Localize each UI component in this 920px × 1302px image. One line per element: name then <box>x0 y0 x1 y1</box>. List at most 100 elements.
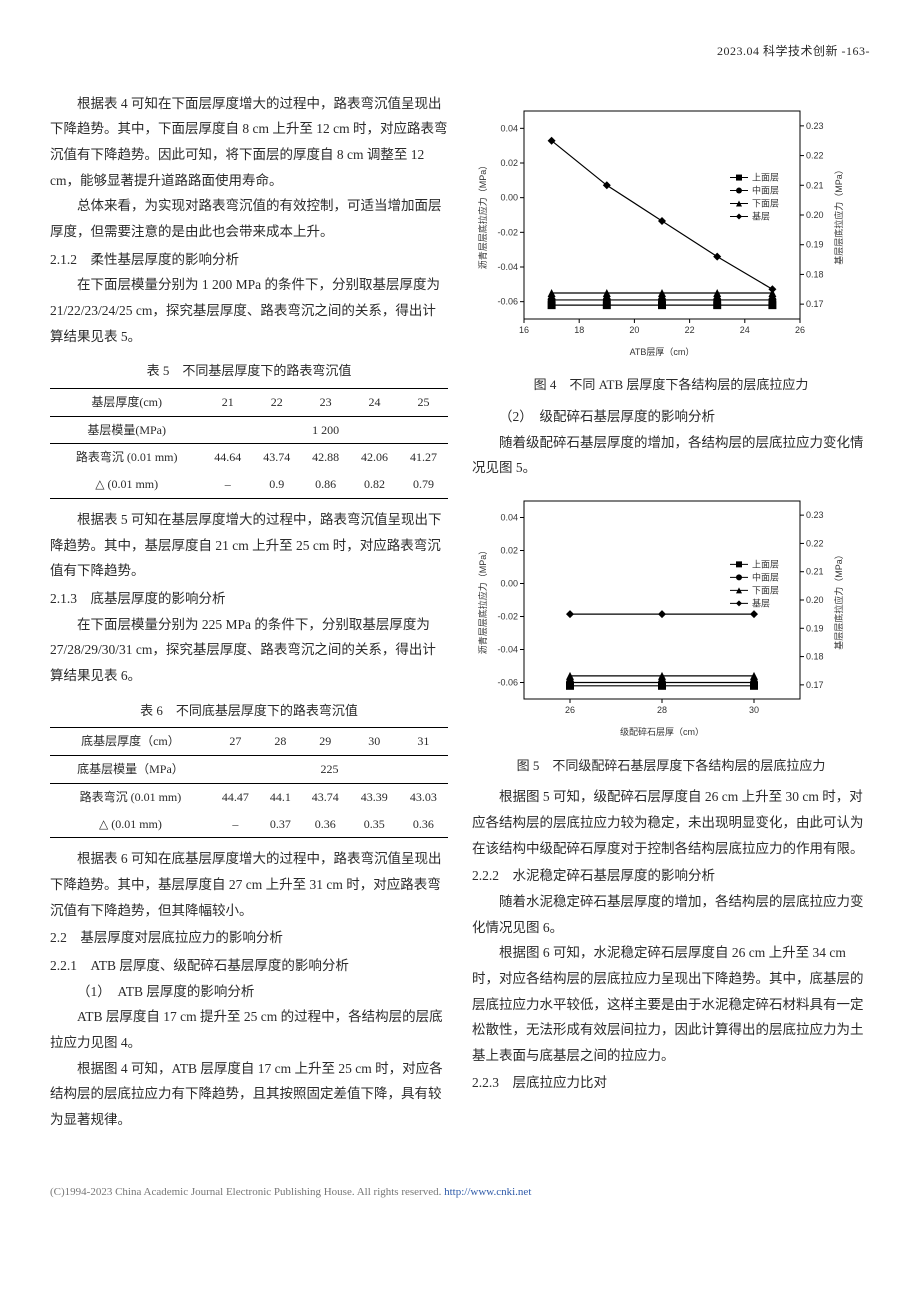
svg-text:0.19: 0.19 <box>806 623 824 633</box>
cell: – <box>211 811 260 838</box>
list-item-1: （1） ATB 层厚度的影响分析 <box>50 979 448 1005</box>
para: 随着级配碎石基层厚度的增加，各结构层的层底拉应力变化情况见图 5。 <box>472 430 870 481</box>
cell: 31 <box>399 728 448 756</box>
cell: 24 <box>350 388 399 416</box>
svg-text:0.18: 0.18 <box>806 652 824 662</box>
svg-text:沥青层层底拉应力（MPa）: 沥青层层底拉应力（MPa） <box>477 546 488 655</box>
para: 随着水泥稳定碎石基层厚度的增加，各结构层的层底拉应力变化情况见图 6。 <box>472 889 870 940</box>
figure5: 262830-0.06-0.04-0.020.000.020.040.170.1… <box>472 491 870 750</box>
cell: 基层模量(MPa) <box>50 416 203 444</box>
svg-text:0.17: 0.17 <box>806 299 824 309</box>
cell: 30 <box>350 728 399 756</box>
cell: 0.86 <box>301 471 350 498</box>
cell: 25 <box>399 388 448 416</box>
svg-text:基层: 基层 <box>752 597 770 608</box>
list-item-2: （2） 级配碎石基层厚度的影响分析 <box>472 404 870 430</box>
svg-text:30: 30 <box>749 705 759 715</box>
svg-text:下面层: 下面层 <box>752 585 779 595</box>
svg-text:-0.04: -0.04 <box>497 262 518 272</box>
svg-text:下面层: 下面层 <box>752 198 779 208</box>
cell: 23 <box>301 388 350 416</box>
cell: 基层厚度(cm) <box>50 388 203 416</box>
para: 根据表 5 可知在基层厚度增大的过程中，路表弯沉值呈现出下降趋势。其中，基层厚度… <box>50 507 448 584</box>
chart5-svg: 262830-0.06-0.04-0.020.000.020.040.170.1… <box>472 491 852 741</box>
cell: – <box>203 471 252 498</box>
svg-text:-0.02: -0.02 <box>497 227 518 237</box>
cell: 0.82 <box>350 471 399 498</box>
para: 根据表 6 可知在底基层厚度增大的过程中，路表弯沉值呈现出下降趋势。其中，基层厚… <box>50 846 448 923</box>
cell: 42.88 <box>301 444 350 471</box>
footer-text: (C)1994-2023 China Academic Journal Elec… <box>50 1186 444 1198</box>
cell: △ (0.01 mm) <box>50 471 203 498</box>
left-column: 根据表 4 可知在下面层厚度增大的过程中，路表弯沉值呈现出下降趋势。其中，下面层… <box>50 91 448 1133</box>
cell: 1 200 <box>203 416 448 444</box>
svg-text:沥青层层底拉应力（MPa）: 沥青层层底拉应力（MPa） <box>477 161 488 270</box>
right-column: 161820222426-0.06-0.04-0.020.000.020.040… <box>472 91 870 1133</box>
svg-text:上面层: 上面层 <box>752 172 779 182</box>
two-column-layout: 根据表 4 可知在下面层厚度增大的过程中，路表弯沉值呈现出下降趋势。其中，下面层… <box>50 91 870 1133</box>
heading-2-2-2: 2.2.2 水泥稳定碎石基层厚度的影响分析 <box>472 863 870 889</box>
cell: 29 <box>301 728 350 756</box>
svg-text:18: 18 <box>574 325 584 335</box>
cell: 0.9 <box>252 471 301 498</box>
svg-text:16: 16 <box>519 325 529 335</box>
para: ATB 层厚度自 17 cm 提升至 25 cm 的过程中，各结构层的层底拉应力… <box>50 1004 448 1055</box>
para: 总体来看，为实现对路表弯沉值的有效控制，可适当增加面层厚度，但需要注意的是由此也… <box>50 193 448 244</box>
svg-text:0.04: 0.04 <box>500 513 518 523</box>
heading-2-2-1: 2.2.1 ATB 层厚度、级配碎石基层厚度的影响分析 <box>50 953 448 979</box>
cell: 路表弯沉 (0.01 mm) <box>50 444 203 471</box>
cell: 44.47 <box>211 783 260 810</box>
para: 根据表 4 可知在下面层厚度增大的过程中，路表弯沉值呈现出下降趋势。其中，下面层… <box>50 91 448 194</box>
svg-text:ATB层厚（cm）: ATB层厚（cm） <box>630 347 695 357</box>
cell: 44.64 <box>203 444 252 471</box>
svg-text:中面层: 中面层 <box>752 184 779 195</box>
cell: 底基层厚度（cm） <box>50 728 211 756</box>
svg-text:基层层底拉应力（MPa）: 基层层底拉应力（MPa） <box>833 165 844 265</box>
svg-text:上面层: 上面层 <box>752 559 779 569</box>
table6: 底基层厚度（cm） 27 28 29 30 31 底基层模量（MPa） 225 … <box>50 727 448 838</box>
table5: 基层厚度(cm) 21 22 23 24 25 基层模量(MPa) 1 200 … <box>50 388 448 499</box>
svg-text:0.00: 0.00 <box>500 579 518 589</box>
cell: 44.1 <box>260 783 301 810</box>
cell: 0.36 <box>399 811 448 838</box>
svg-text:0.02: 0.02 <box>500 546 518 556</box>
figure4: 161820222426-0.06-0.04-0.020.000.020.040… <box>472 101 870 370</box>
footer-link[interactable]: http://www.cnki.net <box>444 1186 531 1198</box>
svg-text:0.22: 0.22 <box>806 150 824 160</box>
svg-text:-0.04: -0.04 <box>497 645 518 655</box>
heading-2-1-3: 2.1.3 底基层厚度的影响分析 <box>50 586 448 612</box>
para: 根据图 4 可知，ATB 层厚度自 17 cm 上升至 25 cm 时，对应各结… <box>50 1056 448 1133</box>
cell: 0.36 <box>301 811 350 838</box>
cell: 21 <box>203 388 252 416</box>
svg-text:0.20: 0.20 <box>806 595 824 605</box>
cell: 28 <box>260 728 301 756</box>
svg-text:24: 24 <box>740 325 750 335</box>
cell: 0.35 <box>350 811 399 838</box>
cell: 路表弯沉 (0.01 mm) <box>50 783 211 810</box>
svg-text:级配碎石层厚（cm）: 级配碎石层厚（cm） <box>620 726 704 737</box>
svg-text:0.17: 0.17 <box>806 680 824 690</box>
heading-2-1-2: 2.1.2 柔性基层厚度的影响分析 <box>50 247 448 273</box>
svg-text:0.21: 0.21 <box>806 567 824 577</box>
figure4-caption: 图 4 不同 ATB 层厚度下各结构层的层底拉应力 <box>472 373 870 398</box>
svg-text:0.22: 0.22 <box>806 538 824 548</box>
para: 在下面层模量分别为 225 MPa 的条件下，分别取基层厚度为 27/28/29… <box>50 612 448 689</box>
figure5-caption: 图 5 不同级配碎石基层厚度下各结构层的层底拉应力 <box>472 754 870 779</box>
svg-text:中面层: 中面层 <box>752 571 779 582</box>
svg-text:基层: 基层 <box>752 210 770 221</box>
cell: 0.79 <box>399 471 448 498</box>
svg-text:0.20: 0.20 <box>806 210 824 220</box>
svg-text:基层层底拉应力（MPa）: 基层层底拉应力（MPa） <box>833 550 844 650</box>
page-footer: (C)1994-2023 China Academic Journal Elec… <box>50 1182 870 1203</box>
cell: 225 <box>211 756 448 784</box>
svg-text:20: 20 <box>629 325 639 335</box>
svg-text:26: 26 <box>565 705 575 715</box>
cell: 42.06 <box>350 444 399 471</box>
heading-2-2: 2.2 基层厚度对层底拉应力的影响分析 <box>50 925 448 951</box>
cell: 27 <box>211 728 260 756</box>
table6-caption: 表 6 不同底基层厚度下的路表弯沉值 <box>50 699 448 724</box>
cell: 43.74 <box>252 444 301 471</box>
page-header: 2023.04 科学技术创新 -163- <box>50 40 870 63</box>
svg-text:22: 22 <box>685 325 695 335</box>
chart4-svg: 161820222426-0.06-0.04-0.020.000.020.040… <box>472 101 852 361</box>
